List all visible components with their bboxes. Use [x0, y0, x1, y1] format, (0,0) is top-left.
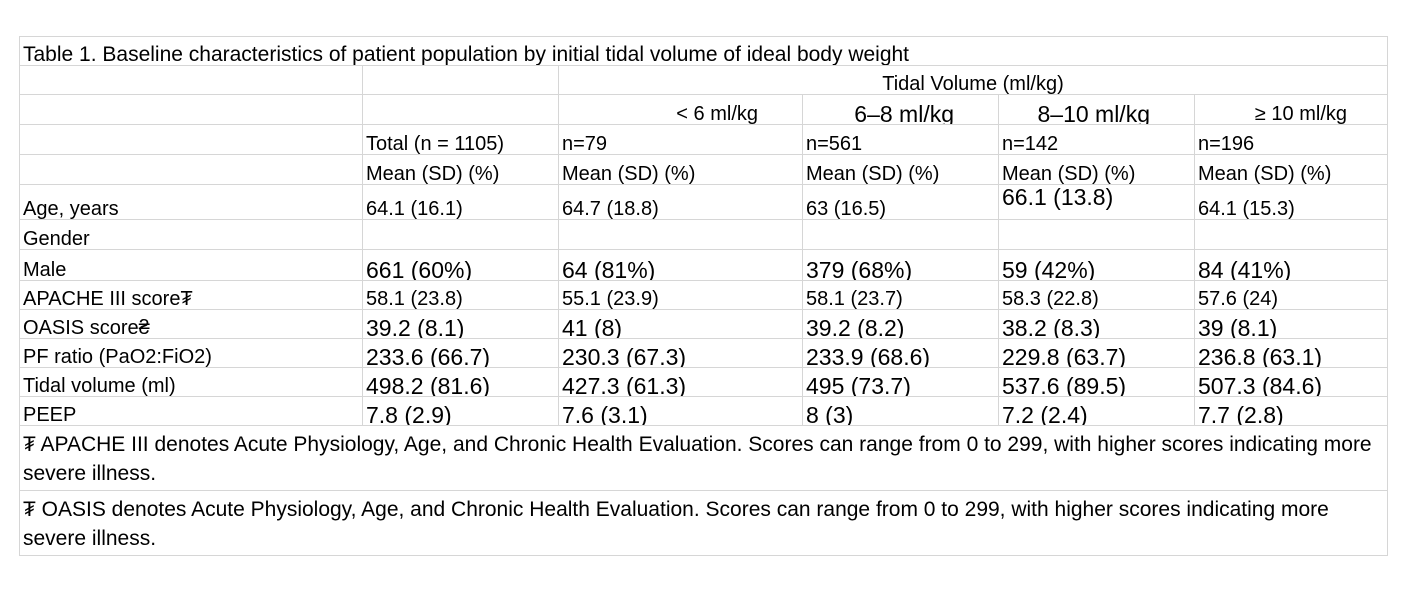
empty-cell	[19, 94, 363, 125]
stat-label: Mean (SD) (%)	[802, 154, 999, 185]
count-8-10: n=142	[998, 124, 1195, 155]
row-label: APACHE III score₮	[19, 280, 363, 310]
table-row-male: Male 661 (60%) 64 (81%) 379 (68%) 59 (42…	[19, 249, 1388, 281]
subgroup-6-8: 6–8 ml/kg	[802, 94, 999, 125]
table-row-oasis: OASIS score₴ 39.2 (8.1) 41 (8) 39.2 (8.2…	[19, 309, 1388, 339]
count-total: Total (n = 1105)	[362, 124, 559, 155]
stat-label-row: Mean (SD) (%) Mean (SD) (%) Mean (SD) (%…	[19, 154, 1388, 185]
row-label: Age, years	[19, 184, 363, 220]
empty-cell	[19, 65, 363, 95]
empty-cell	[1194, 219, 1388, 250]
row-label: PEEP	[19, 396, 363, 426]
tidal-volume-group-header: Tidal Volume (ml/kg)	[558, 65, 1388, 95]
table-row-apache: APACHE III score₮ 58.1 (23.8) 55.1 (23.9…	[19, 280, 1388, 310]
cell-total: 39.2 (8.1)	[362, 309, 559, 339]
cell-6-8: 379 (68%)	[802, 249, 999, 281]
cell-6-8: 233.9 (68.6)	[802, 338, 999, 368]
group-header-row: Tidal Volume (ml/kg)	[19, 65, 1388, 95]
cell-8-10: 229.8 (63.7)	[998, 338, 1195, 368]
cell-ge10: 64.1 (15.3)	[1194, 184, 1388, 220]
cell-8-10: 66.1 (13.8)	[998, 184, 1195, 220]
cell-lt6: 55.1 (23.9)	[558, 280, 803, 310]
cell-ge10: 84 (41%)	[1194, 249, 1388, 281]
cell-total: 58.1 (23.8)	[362, 280, 559, 310]
stat-label: Mean (SD) (%)	[558, 154, 803, 185]
baseline-table: Table 1. Baseline characteristics of pat…	[19, 36, 1388, 556]
cell-lt6: 7.6 (3.1)	[558, 396, 803, 426]
empty-cell	[998, 219, 1195, 250]
stat-label: Mean (SD) (%)	[1194, 154, 1388, 185]
count-lt6: n=79	[558, 124, 803, 155]
cell-lt6: 64.7 (18.8)	[558, 184, 803, 220]
cell-8-10: 59 (42%)	[998, 249, 1195, 281]
footnote-row-oasis: ₮ OASIS denotes Acute Physiology, Age, a…	[19, 490, 1388, 556]
table-row-peep: PEEP 7.8 (2.9) 7.6 (3.1) 8 (3) 7.2 (2.4)…	[19, 396, 1388, 426]
stat-label: Mean (SD) (%)	[362, 154, 559, 185]
row-label: Male	[19, 249, 363, 281]
table-title: Table 1. Baseline characteristics of pat…	[19, 36, 1388, 66]
cell-ge10: 507.3 (84.6)	[1194, 367, 1388, 397]
subgroup-lt6: < 6 ml/kg	[558, 94, 803, 125]
row-label: OASIS score₴	[19, 309, 363, 339]
count-ge10: n=196	[1194, 124, 1388, 155]
cell-lt6: 230.3 (67.3)	[558, 338, 803, 368]
empty-cell	[362, 219, 559, 250]
table-row-age: Age, years 64.1 (16.1) 64.7 (18.8) 63 (1…	[19, 184, 1388, 220]
empty-cell	[362, 65, 559, 95]
title-row: Table 1. Baseline characteristics of pat…	[19, 36, 1388, 66]
table-row-tidal-volume: Tidal volume (ml) 498.2 (81.6) 427.3 (61…	[19, 367, 1388, 397]
subgroup-8-10: 8–10 ml/kg	[998, 94, 1195, 125]
subgroup-ge10: ≥ 10 ml/kg	[1194, 94, 1388, 125]
empty-cell	[19, 124, 363, 155]
footnote-row-apache: ₮ APACHE III denotes Acute Physiology, A…	[19, 425, 1388, 491]
empty-cell	[19, 154, 363, 185]
empty-cell	[558, 219, 803, 250]
cell-total: 64.1 (16.1)	[362, 184, 559, 220]
cell-6-8: 39.2 (8.2)	[802, 309, 999, 339]
cell-ge10: 39 (8.1)	[1194, 309, 1388, 339]
cell-6-8: 495 (73.7)	[802, 367, 999, 397]
cell-lt6: 64 (81%)	[558, 249, 803, 281]
footnote-apache: ₮ APACHE III denotes Acute Physiology, A…	[19, 425, 1388, 491]
count-6-8: n=561	[802, 124, 999, 155]
subgroup-header-row: < 6 ml/kg 6–8 ml/kg 8–10 ml/kg ≥ 10 ml/k…	[19, 94, 1388, 125]
cell-8-10: 38.2 (8.3)	[998, 309, 1195, 339]
cell-ge10: 236.8 (63.1)	[1194, 338, 1388, 368]
empty-cell	[362, 94, 559, 125]
count-row: Total (n = 1105) n=79 n=561 n=142 n=196	[19, 124, 1388, 155]
cell-lt6: 427.3 (61.3)	[558, 367, 803, 397]
row-label: Gender	[19, 219, 363, 250]
cell-8-10: 58.3 (22.8)	[998, 280, 1195, 310]
footnote-oasis: ₮ OASIS denotes Acute Physiology, Age, a…	[19, 490, 1388, 556]
cell-total: 498.2 (81.6)	[362, 367, 559, 397]
table-row-gender: Gender	[19, 219, 1388, 250]
empty-cell	[802, 219, 999, 250]
cell-total: 7.8 (2.9)	[362, 396, 559, 426]
cell-total: 661 (60%)	[362, 249, 559, 281]
cell-total: 233.6 (66.7)	[362, 338, 559, 368]
table-row-pf-ratio: PF ratio (PaO2:FiO2) 233.6 (66.7) 230.3 …	[19, 338, 1388, 368]
cell-8-10: 537.6 (89.5)	[998, 367, 1195, 397]
row-label: PF ratio (PaO2:FiO2)	[19, 338, 363, 368]
cell-lt6: 41 (8)	[558, 309, 803, 339]
cell-6-8: 58.1 (23.7)	[802, 280, 999, 310]
cell-6-8: 8 (3)	[802, 396, 999, 426]
stat-label: Mean (SD) (%)	[998, 154, 1195, 185]
cell-ge10: 57.6 (24)	[1194, 280, 1388, 310]
cell-8-10: 7.2 (2.4)	[998, 396, 1195, 426]
cell-6-8: 63 (16.5)	[802, 184, 999, 220]
row-label: Tidal volume (ml)	[19, 367, 363, 397]
cell-ge10: 7.7 (2.8)	[1194, 396, 1388, 426]
